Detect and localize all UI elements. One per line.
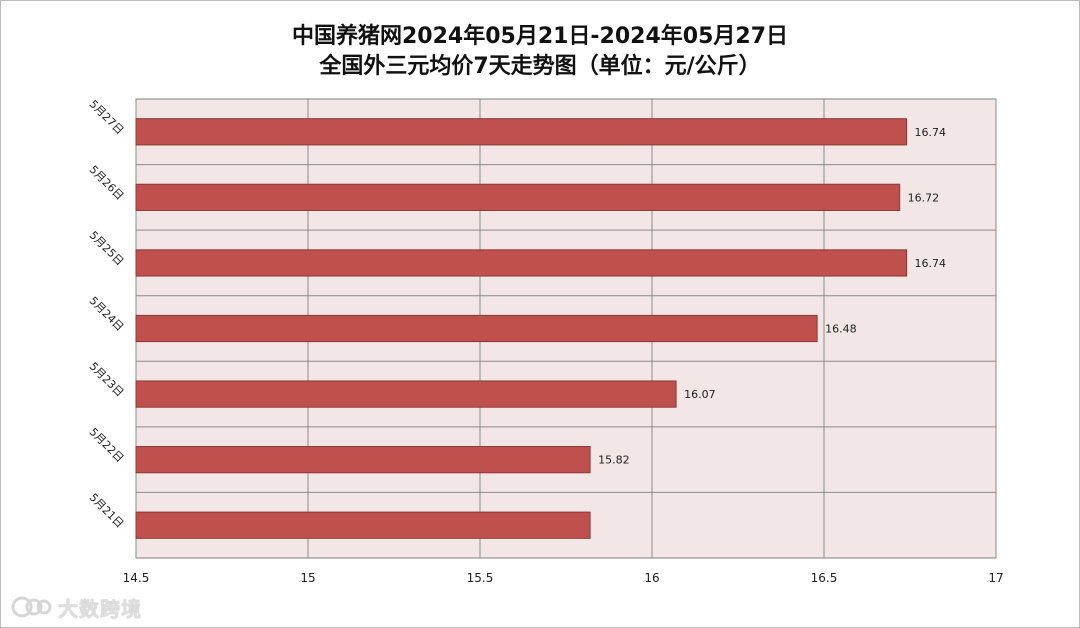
data-label: 16.74: [915, 257, 947, 270]
data-label: 16.74: [915, 126, 947, 139]
y-category-label: 5月26日: [87, 163, 127, 203]
bar: [135, 118, 908, 146]
y-category-label: 5月27日: [87, 98, 127, 138]
chart-subtitle: 全国外三元均价7天走势图（单位：元/公斤）: [319, 54, 761, 79]
bar: [135, 314, 818, 343]
bar: [135, 380, 677, 408]
x-tick-label: 17: [988, 571, 1003, 585]
y-category-label: 5月21日: [87, 491, 127, 531]
chart-title: 中国养猪网2024年05月21日-2024年05月27日: [291, 24, 789, 49]
data-label: 15.82: [598, 454, 630, 467]
bar: [135, 446, 591, 474]
data-label: 16.72: [908, 191, 940, 204]
bar: [135, 249, 908, 277]
x-tick-label: 16.5: [811, 571, 838, 585]
y-category-label: 5月22日: [87, 425, 127, 465]
x-tick-label: 14.5: [123, 571, 150, 585]
watermark-logo-icon: [11, 596, 52, 618]
y-category-label: 5月25日: [87, 229, 127, 269]
watermark-text: 大数跨境: [58, 596, 142, 621]
watermark: 大数跨境: [10, 594, 142, 621]
data-label: 16.07: [684, 388, 716, 401]
y-category-label: 5月24日: [87, 294, 127, 334]
y-category-label: 5月23日: [87, 360, 127, 400]
x-tick-label: 15.5: [467, 571, 494, 585]
data-label: 16.48: [825, 323, 857, 336]
bar: [135, 511, 591, 539]
bar: [135, 183, 901, 211]
x-tick-label: 16: [644, 571, 659, 585]
x-tick-label: 15: [300, 571, 315, 585]
